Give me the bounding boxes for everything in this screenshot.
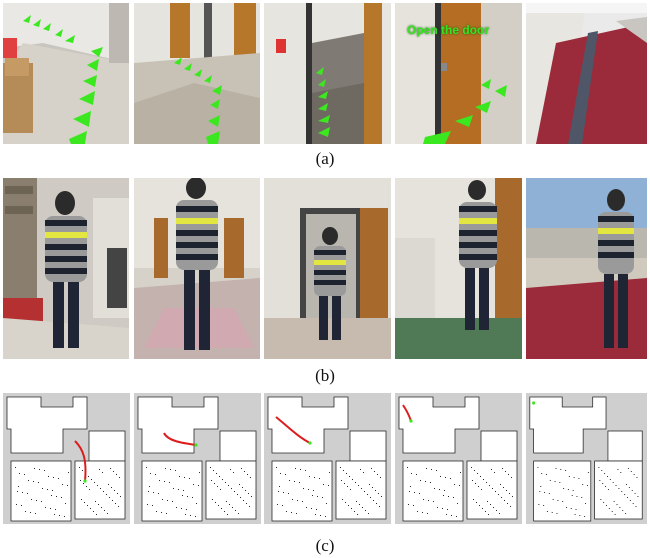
trajectory-path — [163, 432, 197, 446]
user-position-marker — [83, 479, 87, 483]
floor-plan — [398, 396, 518, 522]
map-4 — [395, 393, 522, 524]
upper-wing — [137, 396, 219, 454]
lower-left-room — [271, 460, 333, 522]
caption-b: (b) — [315, 366, 335, 385]
map-2 — [134, 393, 261, 524]
lower-right-room — [335, 460, 387, 520]
lower-left-room — [533, 460, 592, 522]
panel-a2 — [134, 3, 260, 144]
person-b1 — [45, 191, 87, 348]
floor-plan — [6, 396, 126, 522]
obstacle-dots — [537, 467, 639, 517]
panel-a4-arrows — [423, 79, 507, 144]
right-room — [349, 430, 387, 462]
map-panel-2 — [134, 393, 261, 524]
panel-a1-scene — [3, 3, 129, 144]
panel-b1 — [3, 178, 129, 359]
panel-b4 — [395, 178, 522, 359]
floor-plan — [137, 396, 257, 522]
map-3 — [264, 393, 391, 524]
panel-a3-scene — [264, 3, 391, 144]
user-position-marker — [532, 401, 536, 405]
map-panel-3 — [264, 393, 391, 524]
upper-wing — [267, 396, 349, 454]
map-panel-5 — [526, 393, 647, 524]
lower-left-room — [10, 460, 72, 522]
person-b4 — [459, 180, 497, 330]
user-position-marker — [194, 443, 198, 447]
panel-a1-arrows — [23, 15, 103, 144]
upper-wing — [6, 396, 88, 454]
obstacle-dots — [146, 467, 252, 517]
panel-a3 — [264, 3, 391, 144]
lower-left-room — [402, 460, 464, 522]
open-door-instruction: Open the door — [407, 23, 489, 37]
upper-wing — [398, 396, 480, 454]
panel-a1 — [3, 3, 129, 144]
obstacle-dots — [407, 467, 513, 517]
panel-b3 — [264, 178, 391, 359]
person-b2 — [176, 178, 218, 350]
map-1 — [3, 393, 130, 524]
trajectory-path — [74, 440, 87, 482]
person-b5 — [598, 189, 634, 348]
user-position-marker — [308, 441, 312, 445]
floor-plan — [529, 396, 643, 522]
row-a-ar-guidance: Open the door — [0, 0, 650, 145]
map-panel-1 — [3, 393, 130, 524]
trajectory-path — [275, 416, 311, 444]
map-5 — [526, 393, 647, 524]
panel-a4: Open the door — [395, 3, 522, 144]
upper-wing — [529, 396, 607, 454]
panel-b4-scene — [395, 178, 522, 359]
lower-right-room — [594, 460, 643, 520]
right-room — [88, 430, 126, 462]
panel-a2-scene — [134, 3, 260, 144]
lower-left-room — [141, 460, 203, 522]
panel-a3-arrows — [316, 67, 330, 137]
row-c-maps — [0, 391, 650, 531]
right-room — [219, 430, 257, 462]
map-panel-4 — [395, 393, 522, 524]
panel-b1-scene — [3, 178, 129, 359]
panel-b2-scene — [134, 178, 260, 359]
lower-right-room — [205, 460, 257, 520]
caption-c: (c) — [315, 536, 335, 555]
caption-a: (a) — [315, 149, 335, 168]
person-b3 — [314, 227, 346, 340]
panel-b5 — [526, 178, 647, 359]
panel-a5 — [526, 3, 647, 144]
panel-b3-scene — [264, 178, 391, 359]
panel-a4-scene — [395, 3, 522, 144]
right-room — [480, 430, 518, 462]
panel-b2 — [134, 178, 260, 359]
floor-plan — [267, 396, 387, 522]
row-b-person-views — [0, 176, 650, 360]
lower-right-room — [466, 460, 518, 520]
panel-b5-scene — [526, 178, 647, 359]
right-room — [607, 430, 643, 462]
lower-right-room — [74, 460, 126, 520]
panel-a2-arrows — [174, 57, 222, 144]
user-position-marker — [409, 419, 413, 423]
panel-a5-scene — [526, 3, 647, 144]
obstacle-dots — [276, 467, 382, 517]
obstacle-dots — [15, 467, 121, 517]
